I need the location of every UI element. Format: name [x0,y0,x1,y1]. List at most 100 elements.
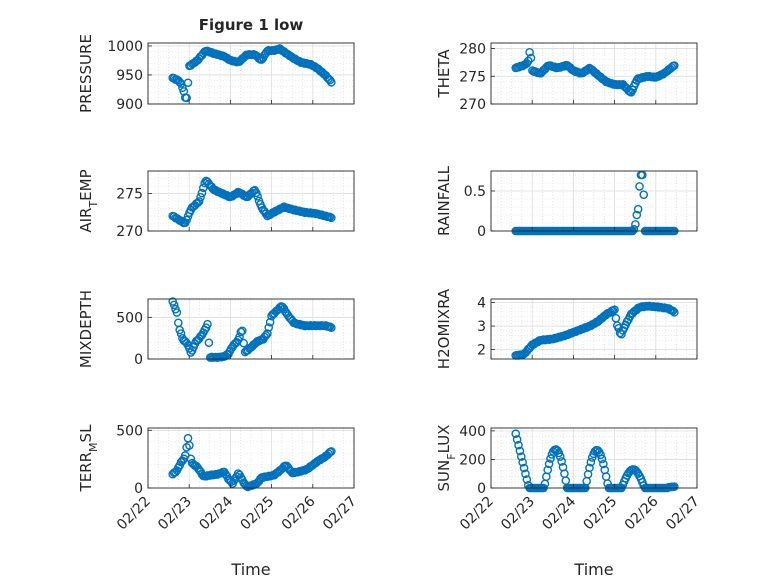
data-point [172,308,182,317]
y-axis-label: AIRTEMP [77,169,100,232]
data-point [236,327,246,337]
axes-frame [147,170,355,232]
x-tick-label: 02/26 [622,493,662,533]
data-point [264,323,274,332]
y-tick-label: 950 [116,68,143,84]
y-axis-label: RAINFALL [435,165,453,236]
data-point [515,446,525,456]
data-point [521,469,530,479]
y-axis-label: SUNFLUX [435,425,458,492]
data-point [518,458,527,467]
y-tick-label: 1000 [107,39,143,55]
data-point [182,93,191,103]
axes-frame [147,42,355,105]
y-tick-label: 0 [477,481,486,497]
data-point [237,326,247,336]
y-tick-label: 280 [459,42,486,58]
x-tick-label: 02/22 [457,494,497,534]
y-tick-label: 500 [116,423,143,439]
y-tick-label: 0 [477,224,486,240]
data-point [203,319,212,329]
data-point [176,329,186,338]
x-tick-label: 02/23 [155,494,195,534]
data-point [327,77,336,87]
data-point [327,323,336,332]
data-point [251,479,261,489]
x-tick-label: 02/26 [279,493,319,533]
data-point [257,55,267,64]
data-point [171,467,180,477]
data-point [629,225,639,234]
data-point [512,435,522,444]
x-tick-label: 02/27 [320,494,360,534]
data-point [546,454,555,463]
x-tick-label: 02/24 [196,493,236,533]
axes-frame [490,170,698,232]
data-point [516,452,526,461]
subplot-theta: 270 275 280 THETA [435,42,698,113]
y-tick-label: 275 [459,69,486,85]
data-point [608,306,618,315]
data-point [194,197,204,206]
y-tick-label: 500 [116,310,143,326]
y-tick-label: 900 [116,97,143,113]
y-tick-label: 200 [459,452,486,468]
data-point [583,64,593,74]
axes-frame [490,298,698,360]
data-point [544,459,554,469]
data-point [265,317,275,327]
data-point [526,53,536,63]
data-point [635,182,644,191]
data-point [639,190,649,199]
data-point [615,328,625,338]
subplot-mixdepth: 0 500 MIXDEPTH [77,290,355,368]
data-point [593,446,603,455]
data-point [182,215,191,225]
y-tick-label: 0 [134,481,143,497]
y-tick-label: 400 [459,424,486,440]
subplot-h2omixra: 2 3 4 H2OMIXRA [435,288,698,369]
data-point [525,47,534,57]
x-tick-label: 02/24 [539,493,579,533]
y-axis-label: PRESSURE [77,34,95,113]
data-point [632,467,642,476]
data-point [261,331,271,340]
data-point [596,450,605,460]
data-point [511,429,521,439]
data-point [327,213,336,223]
data-point [185,441,194,450]
data-point [668,306,678,316]
data-point [519,463,529,473]
x-tick-label: 02/23 [498,494,538,534]
figure-title: Figure 1 low [199,16,304,34]
data-point [239,338,248,348]
data-point [263,329,272,338]
data-point [632,210,642,220]
subplot-pressure: 900 950 1000 PRESSURE [77,34,355,113]
x-tick-label: 02/22 [114,494,154,534]
y-tick-label: 0.5 [464,184,486,200]
x-tick-label: 02/25 [238,494,278,534]
axes-frame [147,298,355,360]
data-point [522,475,532,484]
axes-frame [490,42,698,105]
x-tick-label: 02/27 [663,494,703,534]
data-point [322,73,332,82]
data-point [586,457,596,467]
data-point [325,322,335,331]
subplot-rainfall: 0 0.5 RAINFALL [435,165,698,240]
data-point [282,309,292,318]
data-point [519,349,529,359]
data-point [253,192,262,201]
data-point [325,212,335,222]
axes-frame [490,427,698,489]
data-point [204,338,214,348]
y-tick-label: 3 [477,319,486,335]
data-point [183,78,193,88]
data-point [610,305,619,314]
data-point [278,302,287,312]
data-point [557,457,566,466]
subplot-grid: 900 950 1000 PRESSURE 270 275 280 THETA 270 275 AI… [77,34,703,533]
y-tick-label: 4 [477,296,486,312]
